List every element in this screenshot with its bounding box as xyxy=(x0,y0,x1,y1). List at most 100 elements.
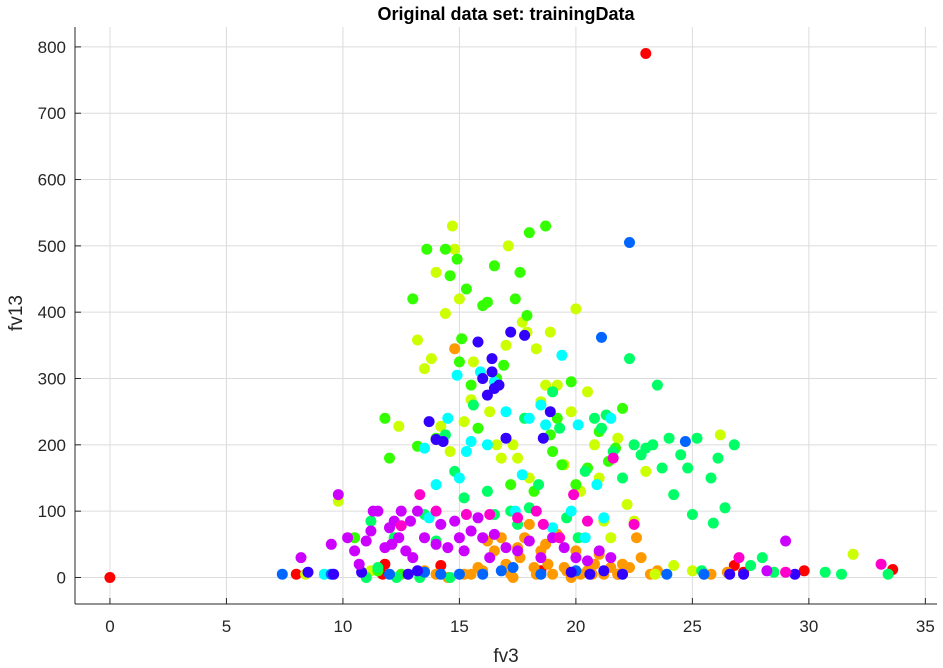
data-point-yellow xyxy=(446,220,458,232)
data-point-green xyxy=(628,439,640,451)
data-point-yellow xyxy=(435,420,447,432)
data-point-indigo xyxy=(724,568,736,580)
data-point-yellow xyxy=(393,420,405,432)
data-point-indigo xyxy=(789,568,801,580)
data-point-orange xyxy=(542,558,554,570)
data-point-lime xyxy=(570,479,582,491)
data-point-yellow xyxy=(612,432,624,444)
chart-title: Original data set: trainingData xyxy=(377,4,635,24)
grid-lines xyxy=(75,27,937,604)
x-tick-label: 15 xyxy=(450,617,469,636)
y-tick-label: 200 xyxy=(38,436,66,455)
data-point-yellow xyxy=(500,339,512,351)
y-tick-label: 400 xyxy=(38,303,66,322)
data-point-lime xyxy=(472,422,484,434)
data-point-orange xyxy=(631,532,642,544)
data-point-green xyxy=(481,485,493,497)
data-point-purple xyxy=(393,532,405,544)
data-point-lime xyxy=(540,220,552,232)
data-point-purple xyxy=(400,545,412,557)
data-point-purple xyxy=(472,512,484,524)
data-point-yellow xyxy=(449,243,461,255)
data-point-lime xyxy=(384,452,395,464)
y-tick-label: 600 xyxy=(38,171,66,190)
data-point-green xyxy=(467,399,479,411)
data-point-magenta xyxy=(460,509,472,520)
data-point-blue xyxy=(698,568,710,580)
y-tick-label: 300 xyxy=(38,370,66,389)
data-point-red xyxy=(798,565,810,577)
data-point-red xyxy=(104,572,116,583)
data-point-indigo xyxy=(493,379,505,391)
data-point-indigo xyxy=(537,432,549,444)
data-point-magenta xyxy=(484,509,496,520)
data-point-indigo xyxy=(328,568,340,580)
data-point-purple xyxy=(365,525,377,537)
data-point-cyan xyxy=(579,532,591,544)
data-point-cyan xyxy=(565,505,577,517)
data-point-cyan xyxy=(547,522,559,534)
data-point-yellow xyxy=(847,548,859,560)
data-point-purple xyxy=(453,532,465,544)
y-tick-labels: 0 100 200 300 400 500 600 700 800 xyxy=(38,38,66,588)
data-point-purple xyxy=(349,545,361,557)
data-point-green xyxy=(458,492,470,504)
data-point-magenta xyxy=(568,489,580,501)
data-point-indigo xyxy=(486,366,498,378)
data-point-purple xyxy=(523,535,535,547)
data-point-purple xyxy=(295,552,307,564)
data-point-green xyxy=(705,472,717,484)
data-point-yellow xyxy=(686,565,698,577)
data-point-purple xyxy=(360,535,372,547)
data-point-yellow xyxy=(507,439,519,451)
data-point-purple xyxy=(405,515,416,527)
data-point-lime xyxy=(498,359,510,371)
data-point-cyan xyxy=(523,412,535,424)
data-point-green xyxy=(624,353,635,365)
data-point-red xyxy=(290,568,302,580)
data-point-blue xyxy=(535,568,547,580)
data-point-orange xyxy=(507,572,519,583)
data-point-green xyxy=(819,566,831,578)
data-point-indigo xyxy=(565,566,577,578)
data-point-purple xyxy=(593,545,605,557)
data-point-green xyxy=(579,465,591,477)
data-point-purple xyxy=(342,532,354,544)
data-point-green xyxy=(589,412,600,424)
data-point-yellow xyxy=(419,363,430,375)
data-point-magenta xyxy=(582,515,593,527)
data-point-indigo xyxy=(505,326,517,338)
data-point-yellow xyxy=(453,293,465,305)
data-point-cyan xyxy=(556,349,568,361)
data-point-magenta xyxy=(414,489,426,501)
y-tick-label: 100 xyxy=(38,502,66,521)
data-point-lime xyxy=(521,310,533,321)
data-point-purple xyxy=(780,535,792,547)
data-point-cyan xyxy=(605,412,617,424)
data-point-indigo xyxy=(481,389,493,401)
data-point-indigo xyxy=(402,568,414,580)
data-point-indigo xyxy=(544,406,556,418)
data-point-green xyxy=(444,572,456,583)
data-point-blue xyxy=(661,568,673,580)
data-point-yellow xyxy=(540,379,552,391)
y-axis-label: fv13 xyxy=(6,295,27,331)
data-point-cyan xyxy=(442,412,454,424)
data-point-yellow xyxy=(425,353,437,365)
data-point-cyan xyxy=(500,406,512,418)
data-point-purple xyxy=(500,542,512,554)
data-point-lime xyxy=(556,459,568,471)
data-point-indigo xyxy=(302,566,314,578)
data-point-purple xyxy=(386,538,398,550)
data-point-purple xyxy=(407,552,419,564)
data-point-cyan xyxy=(516,469,528,481)
data-point-green xyxy=(719,502,731,514)
data-point-green xyxy=(728,439,740,451)
data-point-green xyxy=(712,452,724,464)
data-point-yellow xyxy=(512,452,524,464)
data-point-yellow xyxy=(444,446,456,457)
data-point-cyan xyxy=(481,439,493,451)
data-point-purple xyxy=(535,552,547,564)
y-tick-label: 500 xyxy=(38,237,66,256)
data-point-lime xyxy=(514,266,526,278)
